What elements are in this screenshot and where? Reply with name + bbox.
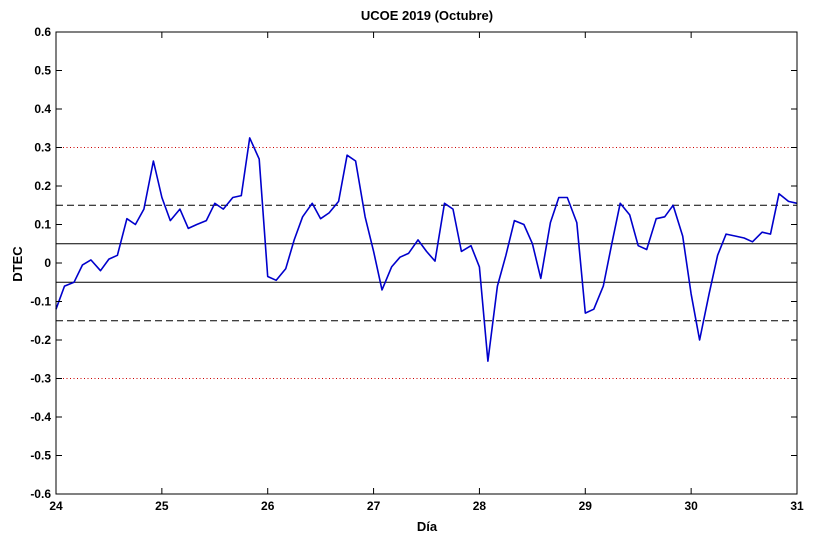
series-line-0 bbox=[55, 137, 798, 363]
plot-area: 24 25 26 27 28 29 30 31 -0.6 -0.5 -0.4 -0.3 -0.2 -0.1… bbox=[30, 25, 804, 513]
y-tick-label: 0 bbox=[44, 256, 51, 270]
x-tick-label: 29 bbox=[579, 499, 593, 513]
x-axis-label: Día bbox=[417, 519, 438, 534]
y-tick-label: -0.4 bbox=[30, 410, 51, 424]
x-tick-label: 31 bbox=[790, 499, 804, 513]
x-tick-label: 28 bbox=[473, 499, 487, 513]
x-tick-label: 30 bbox=[684, 499, 698, 513]
x-tick-label: 25 bbox=[155, 499, 169, 513]
y-tick-label: 0.4 bbox=[34, 102, 51, 116]
y-axis-label: DTEC bbox=[10, 246, 25, 282]
y-tick-label: 0.2 bbox=[34, 179, 51, 193]
chart-title: UCOE 2019 (Octubre) bbox=[361, 8, 493, 23]
y-tick-label: 0.6 bbox=[34, 25, 51, 39]
y-tick-label: 0.1 bbox=[34, 218, 51, 232]
y-tick-label: 0.5 bbox=[34, 64, 51, 78]
y-tick-label: 0.3 bbox=[34, 141, 51, 155]
y-tick-label: -0.5 bbox=[30, 449, 51, 463]
y-tick-label: -0.6 bbox=[30, 487, 51, 501]
x-tick-label: 27 bbox=[367, 499, 381, 513]
x-tick-label: 26 bbox=[261, 499, 275, 513]
y-tick-label: -0.3 bbox=[30, 372, 51, 386]
y-tick-label: -0.1 bbox=[30, 295, 51, 309]
y-tick-label: -0.2 bbox=[30, 333, 51, 347]
x-tick-label: 24 bbox=[49, 499, 63, 513]
